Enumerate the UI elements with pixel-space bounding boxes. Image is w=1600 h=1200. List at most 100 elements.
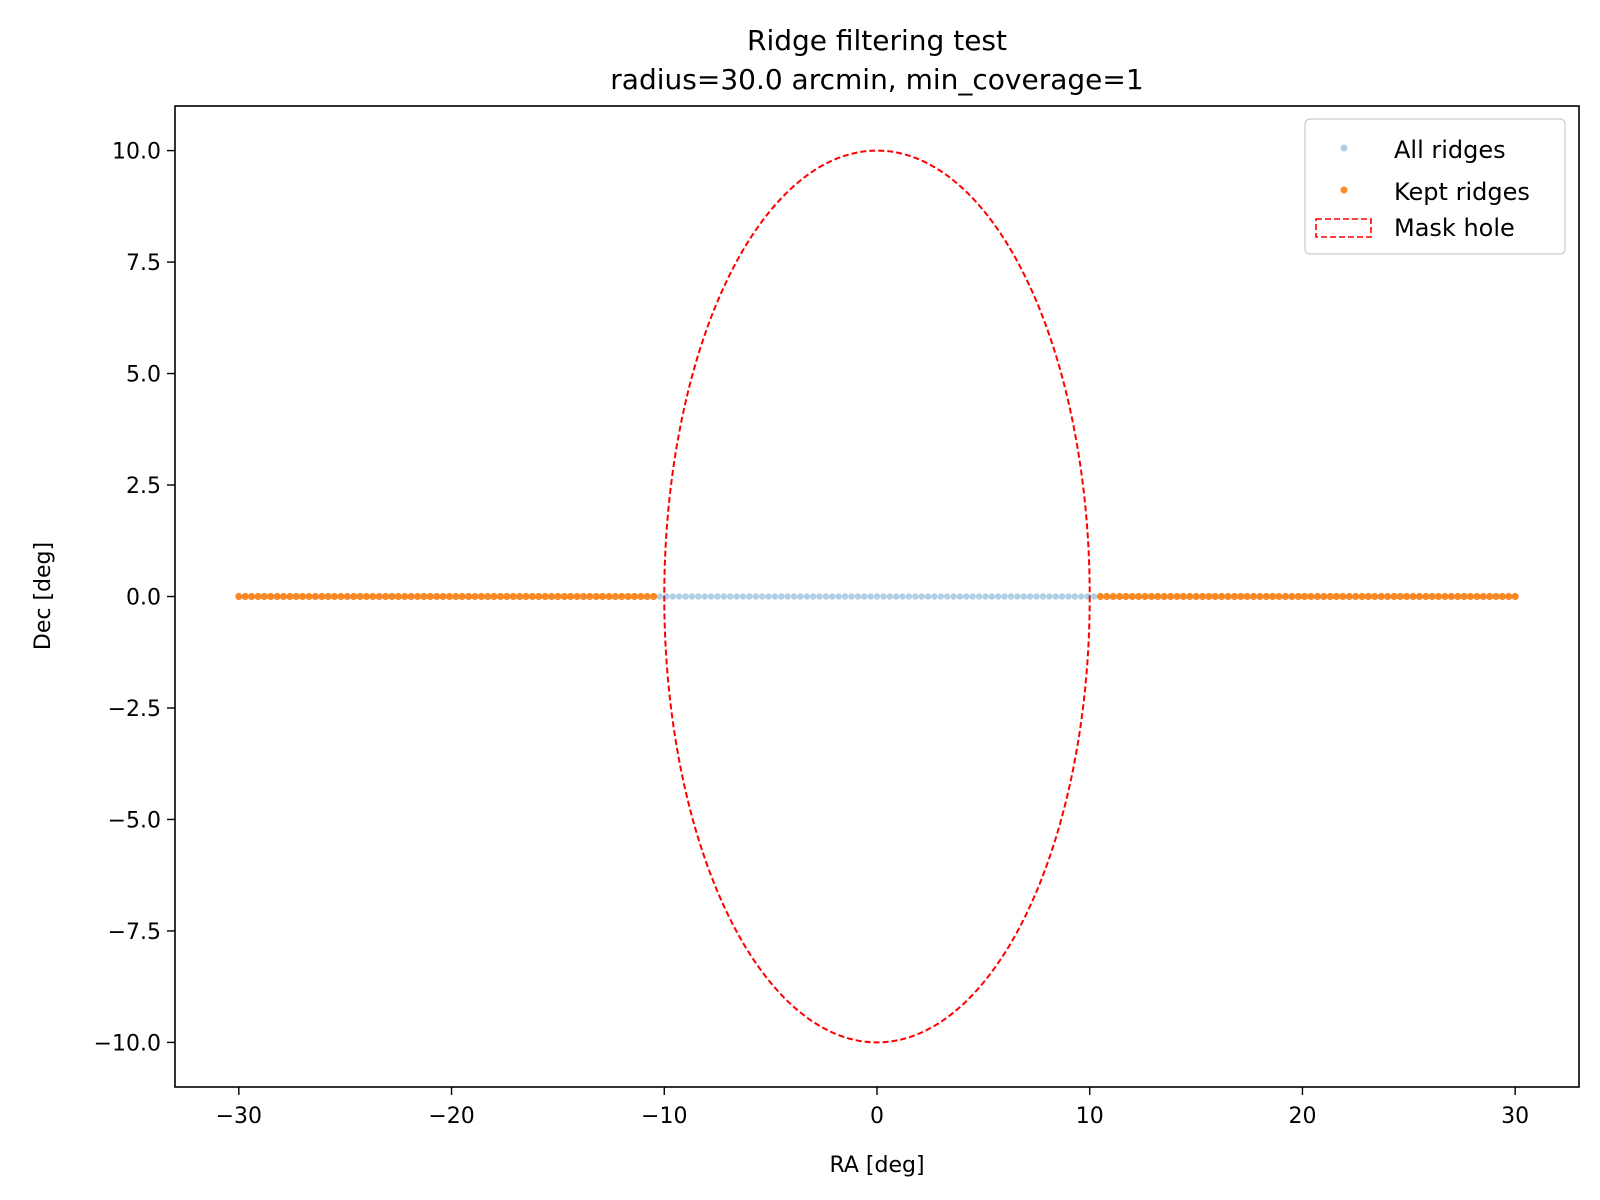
all-ridges-point: [695, 593, 702, 600]
plot-area: [235, 149, 1519, 1044]
all-ridges-point: [1065, 593, 1072, 600]
x-tick-label: −10: [641, 1104, 687, 1129]
all-ridges-point: [765, 593, 772, 600]
kept-ridges-point: [273, 592, 281, 601]
kept-ridges-point: [1345, 592, 1353, 601]
kept-ridges-point: [541, 592, 549, 601]
all-ridges-point: [867, 593, 874, 600]
kept-ridges-point: [1454, 592, 1462, 601]
kept-ridges-point: [1377, 592, 1385, 601]
all-ridges-point: [656, 593, 664, 600]
kept-ridges-point: [445, 592, 454, 601]
all-ridges-point: [739, 593, 747, 600]
kept-ridges-point: [528, 592, 536, 601]
kept-ridges-point: [1332, 592, 1341, 601]
kept-ridges-point: [1396, 592, 1404, 601]
kept-ridges-point: [1096, 592, 1104, 601]
kept-ridges-point: [1122, 592, 1130, 601]
all-ridges-point: [771, 593, 779, 600]
kept-ridges-point: [286, 592, 294, 601]
kept-ridges-point: [547, 592, 556, 601]
all-ridges-point: [854, 593, 862, 600]
all-ridges-point: [822, 593, 830, 600]
all-ridges-point: [778, 593, 785, 600]
all-ridges-point: [969, 593, 976, 600]
x-tick-label: 0: [870, 1104, 884, 1129]
kept-ridges-point: [1479, 592, 1487, 601]
all-ridges-point: [1084, 593, 1091, 600]
kept-ridges-point: [299, 592, 307, 601]
all-ridges-point: [848, 593, 855, 600]
all-ridges-point: [790, 593, 798, 600]
y-tick-label: 5.0: [126, 363, 161, 388]
kept-ridges-point: [1505, 592, 1513, 601]
legend-label-mask-hole: Mask hole: [1394, 214, 1515, 242]
kept-ridges-point: [643, 592, 651, 601]
kept-ridges-point: [311, 592, 319, 601]
all-ridges-point: [752, 593, 759, 600]
kept-ridges-point: [1269, 592, 1277, 601]
kept-ridges-point: [637, 592, 645, 601]
kept-ridges-point: [1224, 592, 1232, 601]
kept-ridges-point: [1230, 592, 1238, 601]
legend-label-all-ridges: All ridges: [1394, 136, 1506, 164]
kept-ridges-point: [382, 592, 390, 601]
kept-ridges-point: [1262, 592, 1270, 601]
all-ridges-point: [1020, 593, 1027, 600]
kept-ridges-point: [235, 592, 243, 601]
all-ridges-point: [931, 593, 938, 600]
kept-ridges-point: [458, 592, 466, 601]
all-ridges-point: [1001, 593, 1008, 600]
x-tick-label: −20: [428, 1104, 474, 1129]
legend-label-kept-ridges: Kept ridges: [1394, 178, 1530, 206]
kept-ridges-point: [343, 592, 351, 601]
kept-ridges-point: [254, 592, 262, 601]
kept-ridges-point: [1326, 592, 1334, 601]
all-ridges-point: [950, 593, 957, 600]
kept-ridges-point: [1294, 592, 1302, 601]
kept-ridges-point: [496, 592, 505, 601]
kept-ridges-point: [1237, 592, 1245, 601]
kept-ridges-point: [650, 592, 658, 601]
kept-ridges-point: [1403, 592, 1411, 601]
kept-ridges-point: [1256, 592, 1264, 601]
all-ridges-point: [803, 593, 810, 600]
kept-ridges-point: [1383, 592, 1392, 601]
all-ridges-point: [707, 593, 715, 600]
kept-ridges-point: [490, 592, 498, 601]
all-ridges-point: [682, 593, 689, 600]
kept-ridges-point: [1288, 592, 1296, 601]
kept-ridges-point: [611, 592, 619, 601]
kept-ridges-point: [1173, 592, 1181, 601]
kept-ridges-point: [407, 592, 415, 601]
kept-ridges-point: [420, 592, 428, 601]
kept-ridges-point: [413, 592, 422, 601]
kept-ridges-point: [247, 592, 256, 601]
kept-ridges-point: [439, 592, 447, 601]
all-ridges-point: [1033, 593, 1040, 600]
all-ridges-point: [1071, 593, 1079, 600]
kept-ridges-point: [330, 592, 339, 601]
kept-ridges-point: [1498, 592, 1507, 601]
kept-ridges-point: [1422, 592, 1430, 601]
all-ridges-point: [1007, 593, 1015, 600]
kept-ridges-point: [1147, 592, 1156, 601]
all-ridges-point: [829, 593, 836, 600]
all-ridges-point: [880, 593, 887, 600]
all-ridges-point: [809, 593, 817, 600]
kept-ridges-point: [1300, 592, 1309, 601]
kept-ridges-point: [1447, 592, 1455, 601]
kept-ridges-point: [433, 592, 441, 601]
kept-ridges-point: [375, 592, 383, 601]
all-ridges-point: [1058, 593, 1066, 600]
kept-ridges-point: [1211, 592, 1219, 601]
kept-ridges-layer: [235, 592, 1519, 601]
y-tick-label: −10.0: [94, 1031, 161, 1056]
kept-ridges-point: [318, 592, 326, 601]
kept-ridges-point: [369, 592, 377, 601]
all-ridges-point: [727, 593, 734, 600]
all-ridges-point: [714, 593, 721, 600]
kept-ridges-point: [394, 592, 402, 601]
all-ridges-point: [746, 593, 753, 600]
